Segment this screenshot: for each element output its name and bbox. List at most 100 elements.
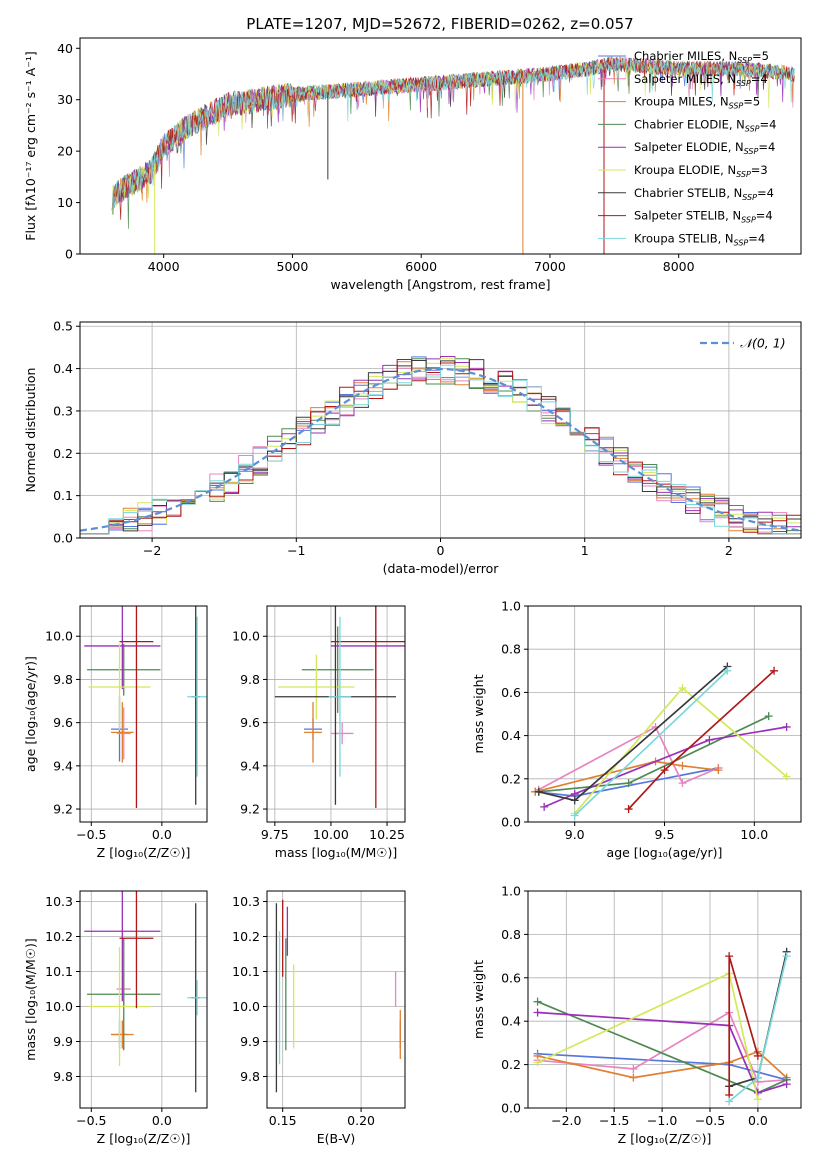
y-tick-label: 9.8 xyxy=(240,1069,260,1084)
weight-marker xyxy=(533,1058,542,1067)
legend-label: Kroupa ELODIE, NSSP=3 xyxy=(634,163,768,179)
y-tick-label: 10.2 xyxy=(45,929,73,944)
axes-frame xyxy=(266,605,406,823)
y-tick-label: 9.8 xyxy=(53,1069,73,1084)
weight-marker xyxy=(533,997,542,1006)
x-tick-label: −2 xyxy=(143,543,161,558)
y-tick-label: 0.0 xyxy=(501,815,521,830)
x-axis-label: Z [log₁₀(Z/Z☉)] xyxy=(97,845,191,860)
x-tick-label: 0.0 xyxy=(152,1113,172,1128)
weight-marker xyxy=(678,779,687,788)
histogram-step xyxy=(80,359,801,535)
y-tick-label: 0 xyxy=(65,247,73,262)
y-tick-label: 10 xyxy=(57,195,73,210)
y-tick-label: 9.6 xyxy=(53,715,73,730)
y-tick-label: 0.4 xyxy=(53,361,73,376)
weight-marker xyxy=(725,952,734,961)
plot-area-z-age xyxy=(84,606,207,808)
panels: 4000 5000 6000 7000 8000010203040wavelength … xyxy=(23,37,802,1146)
weight-marker xyxy=(782,722,791,731)
y-axis-label: mass weight xyxy=(471,960,486,1039)
panel-ebv-mass: 0.15 0.20 9.8 9.9 10.0 10.1 10.2 10.3 E(B-V) xyxy=(232,890,406,1146)
weight-marker xyxy=(624,779,633,788)
weight-marker xyxy=(629,1064,638,1073)
axes-frame xyxy=(79,605,208,823)
x-tick-label: 8000 xyxy=(663,259,695,274)
y-tick-label: 10.0 xyxy=(232,999,260,1014)
y-tick-label: 0.8 xyxy=(501,927,521,942)
y-tick-label: 9.4 xyxy=(240,758,260,773)
panel-mass-age: 9.75 10.00 10.25 9.2 9.4 9.6 9.8 10.0 mass [log₁… xyxy=(232,605,406,860)
legend-label: Kroupa STELIB, NSSP=4 xyxy=(634,231,765,247)
y-tick-label: 9.2 xyxy=(240,802,260,817)
legend-label: Salpeter ELODIE, NSSP=4 xyxy=(634,140,775,156)
weight-marker xyxy=(678,761,687,770)
weight-marker xyxy=(753,1073,762,1082)
normal-curve xyxy=(80,367,801,532)
weight-marker xyxy=(629,1073,638,1082)
x-tick-label: 0.0 xyxy=(748,1113,768,1128)
y-tick-label: 10.0 xyxy=(45,999,73,1014)
x-tick-label: −0.5 xyxy=(76,827,106,842)
weight-marker xyxy=(624,805,633,814)
figure-title: PLATE=1207, MJD=52672, FIBERID=0262, z=0… xyxy=(246,15,633,33)
x-tick-label: 1 xyxy=(581,543,589,558)
y-tick-label: 0.5 xyxy=(53,319,73,334)
axes-frame xyxy=(79,37,802,255)
x-tick-label: −0.5 xyxy=(695,1113,725,1128)
y-tick-label: 0.2 xyxy=(501,1057,521,1072)
y-tick-label: 10.3 xyxy=(45,894,73,909)
y-tick-label: 10.1 xyxy=(45,964,73,979)
x-tick-label: −2.0 xyxy=(551,1113,581,1128)
x-tick-label: 4000 xyxy=(148,259,180,274)
weight-marker xyxy=(723,666,732,675)
x-tick-label: 0.0 xyxy=(152,827,172,842)
axes-frame xyxy=(79,890,208,1109)
y-tick-label: 0.4 xyxy=(501,1014,521,1029)
plot-area-mass-age xyxy=(274,606,405,808)
legend-label: Chabrier MILES, NSSP=5 xyxy=(634,49,769,65)
panel-age-weight: 9.0 9.5 10.0 0.0 0.2 0.4 0.6 0.8 1.0 age [log₁₀(a… xyxy=(471,599,802,860)
x-axis-label: mass [log₁₀(M/M☉)] xyxy=(275,845,397,860)
x-axis-label: E(B-V) xyxy=(317,1131,356,1146)
x-tick-label: −1.0 xyxy=(647,1113,677,1128)
y-tick-label: 0.1 xyxy=(53,488,73,503)
axes-frame xyxy=(527,890,802,1109)
y-tick-label: 0.3 xyxy=(53,403,73,418)
x-tick-label: 6000 xyxy=(405,259,437,274)
plot-area-z-mass xyxy=(84,891,207,1093)
y-axis-label: mass weight xyxy=(471,674,486,753)
weight-marker xyxy=(534,787,543,796)
y-tick-label: 10.0 xyxy=(232,629,260,644)
x-tick-label: 5000 xyxy=(277,259,309,274)
weight-line xyxy=(728,955,759,1095)
y-tick-label: 9.2 xyxy=(53,802,73,817)
legend-label: Chabrier STELIB, NSSP=4 xyxy=(634,186,774,202)
legend-label: 𝒩(0, 1) xyxy=(740,336,786,351)
weight-marker xyxy=(725,1097,734,1106)
panel-residuals: −2 −1 0 1 2 0.0 0.1 0.2 0.3 0.4 0.5 (data-model)/er… xyxy=(23,319,802,576)
y-tick-label: 9.8 xyxy=(53,672,73,687)
weight-marker xyxy=(678,684,687,693)
axes-frame xyxy=(266,890,406,1109)
x-tick-label: 9.75 xyxy=(261,827,289,842)
plot-area-age-weight xyxy=(531,662,791,820)
x-axis-label: Z [log₁₀(Z/Z☉)] xyxy=(618,1131,712,1146)
weight-marker xyxy=(714,766,723,775)
x-tick-label: 10.00 xyxy=(313,827,349,842)
x-tick-label: 0.20 xyxy=(347,1113,375,1128)
plot-area-z-weight xyxy=(533,947,791,1106)
y-tick-label: 9.4 xyxy=(53,758,73,773)
y-tick-label: 9.9 xyxy=(240,1034,260,1049)
x-tick-label: 10.25 xyxy=(369,827,405,842)
x-tick-label: −1.5 xyxy=(599,1113,629,1128)
legend-label: Salpeter STELIB, NSSP=4 xyxy=(634,209,773,225)
x-tick-label: 2 xyxy=(725,543,733,558)
x-axis-label: age [log₁₀(age/yr)] xyxy=(607,845,723,860)
panel-z-age: −0.5 0.0 9.2 9.4 9.6 9.8 10.0 Z [log₁₀(Z/Z☉)] ag… xyxy=(23,605,208,860)
y-tick-label: 0.0 xyxy=(53,531,73,546)
y-axis-label: mass [log₁₀(M/M☉)] xyxy=(23,938,38,1060)
x-tick-label: 7000 xyxy=(534,259,566,274)
x-axis-label: Z [log₁₀(Z/Z☉)] xyxy=(97,1131,191,1146)
